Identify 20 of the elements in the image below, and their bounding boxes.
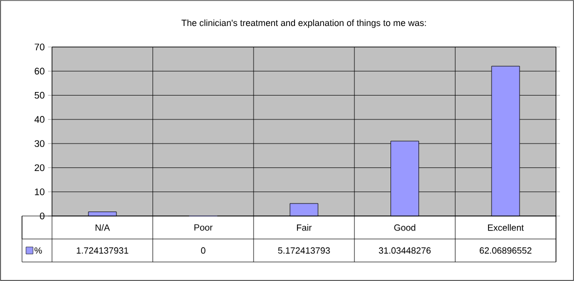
data-label: 31.03448276 [378, 247, 431, 254]
y-tick-label: 60 [34, 68, 44, 75]
y-tick-label: 70 [34, 44, 44, 50]
x-tick-label: Fair [296, 224, 312, 231]
y-tick-label: 30 [34, 140, 44, 147]
x-tick-label: Poor [194, 224, 213, 231]
data-label: 1.724137931 [76, 247, 128, 254]
y-tick-label: 20 [34, 164, 44, 172]
data-label: 5.172413793 [278, 247, 330, 254]
x-tick-label: N/A [96, 224, 110, 231]
data-label: 62.06896552 [480, 247, 532, 254]
data-label: 0 [201, 247, 206, 254]
y-tick-label: 10 [34, 188, 44, 196]
x-tick-label: Good [394, 224, 416, 231]
y-tick-label: 40 [34, 116, 44, 123]
y-tick-label: 0 [40, 212, 44, 220]
chart-title: The clinician's treatment and explanation of things to me was: [182, 19, 426, 28]
legend-label: % [34, 247, 42, 254]
y-tick-label: 50 [34, 92, 44, 99]
x-tick-label: Excellent [488, 224, 524, 231]
